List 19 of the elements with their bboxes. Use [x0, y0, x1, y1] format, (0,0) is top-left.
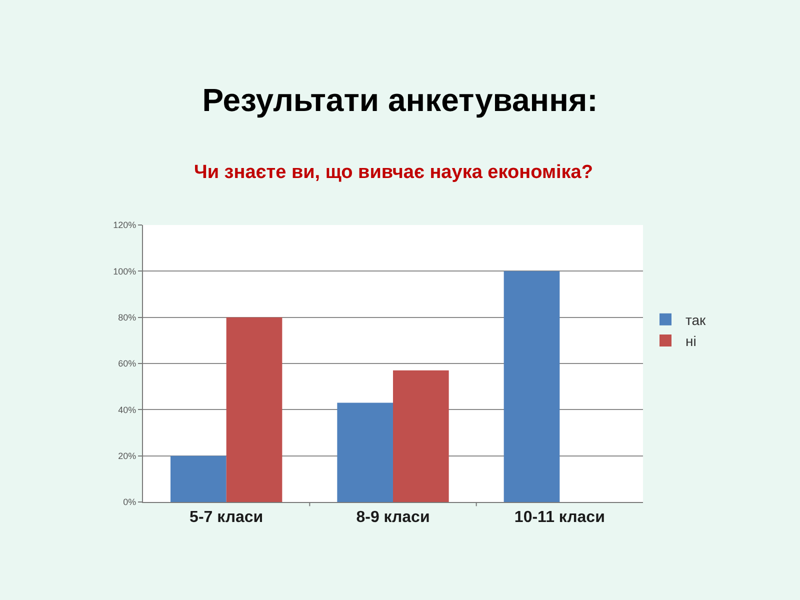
- y-tick-label: 20%: [118, 450, 136, 461]
- bar: [170, 456, 226, 502]
- chart-title: Результати анкетування:: [202, 82, 598, 118]
- x-tick-label: 5-7 класи: [190, 509, 264, 526]
- legend-label: так: [686, 312, 707, 328]
- bar: [226, 317, 282, 502]
- bar: [337, 402, 393, 502]
- y-tick-label: 40%: [118, 404, 136, 415]
- y-tick-label: 60%: [118, 358, 136, 369]
- bar: [393, 370, 449, 502]
- y-tick-label: 120%: [113, 220, 136, 230]
- y-tick-label: 100%: [113, 266, 136, 276]
- x-tick-label: 10-11 класи: [514, 509, 605, 526]
- bar: [504, 271, 560, 502]
- y-tick-label: 80%: [118, 312, 136, 322]
- chart-subtitle: Чи знаєте ви, що вивчає наука економіка?: [194, 162, 593, 183]
- y-tick-label: 0%: [123, 497, 136, 508]
- legend-label: ні: [686, 333, 696, 350]
- x-tick-label: 8-9 класи: [356, 509, 430, 526]
